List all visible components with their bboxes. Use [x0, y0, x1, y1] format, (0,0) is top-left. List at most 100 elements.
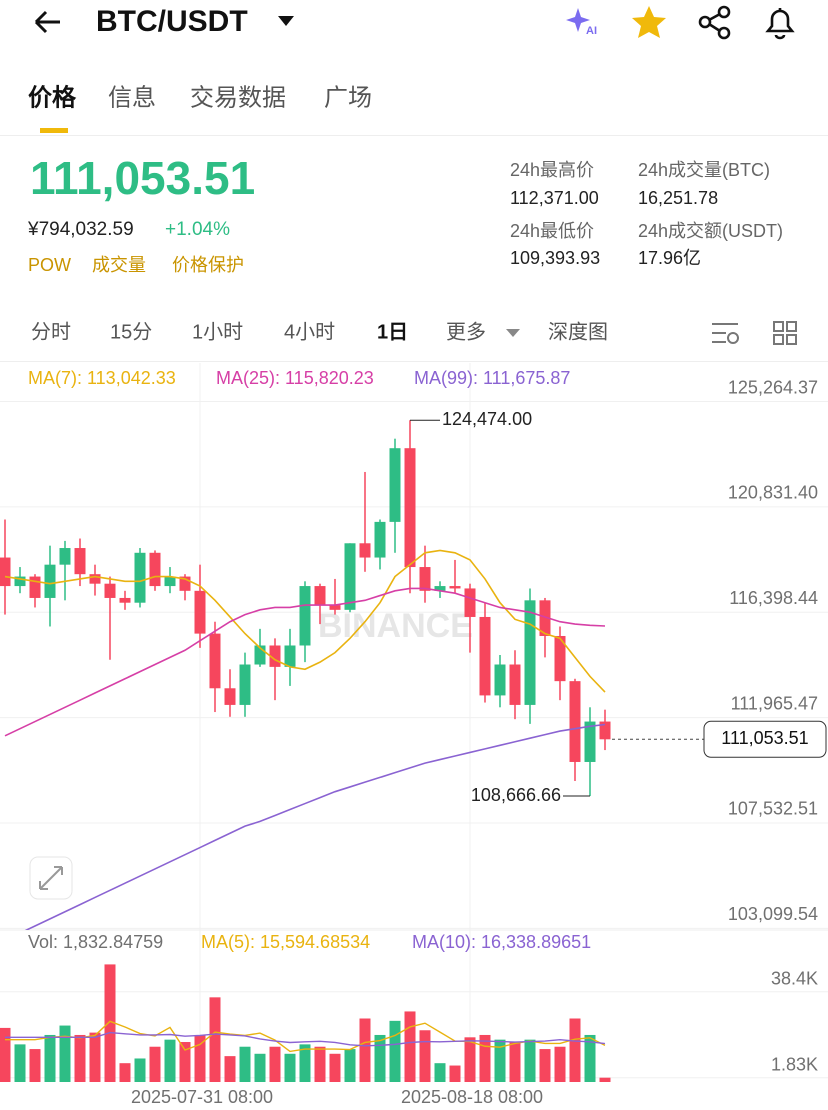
candle-body [119, 597, 131, 603]
annotation-label: 124,474.00 [442, 409, 532, 429]
volume-bar [389, 1020, 401, 1082]
candle-body [314, 586, 326, 606]
y-tick-label: 38.4K [771, 968, 818, 988]
volume-bar [269, 1046, 281, 1082]
volume-bar [29, 1049, 41, 1082]
candle-body [464, 588, 476, 617]
alert-bell[interactable] [765, 8, 795, 40]
volume-bar [479, 1034, 491, 1082]
interval[interactable]: 15分 [110, 320, 152, 343]
stat-value: 109,393.93 [510, 248, 600, 268]
stat-value: 112,371.00 [510, 188, 599, 208]
volume-bar [0, 1027, 11, 1082]
interval[interactable]: 深度图 [548, 320, 608, 343]
indicator-settings[interactable] [712, 323, 739, 344]
candle-body [44, 564, 56, 598]
tab[interactable]: 交易数据 [190, 84, 286, 111]
volume-bar [149, 1046, 161, 1082]
candle-body [0, 557, 11, 587]
candle-body [149, 552, 161, 587]
interval[interactable]: 更多 [446, 320, 486, 343]
stat-label: 24h最低价 [510, 221, 594, 241]
legend-entry: MA(10): 16,338.89651 [412, 932, 591, 952]
volume-bar [104, 964, 116, 1082]
candle-body [29, 576, 41, 598]
candle-body [254, 645, 266, 665]
candle-body [74, 548, 86, 575]
stat-label: 24h最高价 [510, 160, 594, 180]
y-tick-label: 107,532.51 [728, 799, 818, 819]
candle-body [404, 448, 416, 568]
candle-body [239, 664, 251, 705]
volume-bar [599, 1077, 611, 1082]
divider [0, 361, 828, 362]
y-tick-label: 116,398.44 [729, 588, 818, 608]
volume-bar [74, 1034, 86, 1082]
more-dropdown[interactable] [506, 329, 520, 337]
volume-bar [119, 1063, 131, 1082]
stat-value: 17.96亿 [638, 248, 701, 268]
tag[interactable]: 成交量 [92, 255, 146, 275]
interval[interactable]: 4小时 [284, 320, 335, 343]
tab[interactable]: 价格 [28, 84, 77, 111]
volume-bar [494, 1039, 506, 1082]
volume-pane [0, 964, 611, 1082]
y-tick-label: 120,831.40 [728, 483, 818, 503]
volume-bar [524, 1039, 536, 1082]
cny-price: ¥794,032.59 [27, 219, 134, 240]
candle-body [359, 543, 371, 558]
volume-bar [434, 1063, 446, 1082]
candle-body [389, 448, 401, 522]
tab[interactable]: 信息 [108, 84, 156, 111]
tag[interactable]: 价格保护 [172, 255, 244, 275]
tab-underline [40, 128, 68, 133]
legend-entry: Vol: 1,832.84759 [28, 932, 163, 952]
tab[interactable]: 广场 [324, 84, 372, 111]
candle-body [59, 548, 71, 565]
volume-bar [584, 1034, 596, 1082]
candle-body [494, 664, 506, 696]
candle-body [224, 688, 236, 705]
back-button[interactable] [34, 10, 60, 34]
volume-bar [59, 1025, 71, 1082]
expand-button[interactable] [29, 856, 73, 900]
candle-body [419, 567, 431, 591]
candle-body [599, 721, 611, 740]
candle-body [179, 576, 191, 591]
expand-icon [39, 866, 63, 890]
volume-bar [89, 1032, 101, 1082]
volume-bar [194, 1034, 206, 1082]
volume-bar [509, 1042, 521, 1082]
annotation-label: 108,666.66 [471, 785, 561, 805]
x-tick-label: 2025-08-18 08:00 [401, 1087, 543, 1107]
favorite-star[interactable] [632, 6, 666, 38]
share-button[interactable] [698, 5, 731, 40]
volume-bar [284, 1053, 296, 1082]
y-tick-label: 125,264.37 [728, 377, 818, 397]
candle-body [269, 645, 281, 667]
y-tick-label: 103,099.54 [728, 904, 818, 924]
candle-body [539, 600, 551, 636]
volume-bar [314, 1046, 326, 1082]
stat-label: 24h成交额(USDT) [638, 221, 783, 241]
candle-body [134, 552, 146, 603]
interval[interactable]: 分时 [31, 320, 71, 343]
volume-bar [44, 1034, 56, 1082]
layout-toggle[interactable] [773, 321, 797, 345]
tag[interactable]: POW [28, 255, 71, 275]
candle-body [584, 721, 596, 762]
interval[interactable]: 1小时 [192, 320, 243, 343]
candle-body [194, 590, 206, 634]
pair-title[interactable]: BTC/USDT [96, 5, 248, 38]
candle-body [479, 616, 491, 696]
volume-bar [179, 1042, 191, 1082]
volume-bar [449, 1065, 461, 1082]
candle-body [104, 583, 116, 598]
interval[interactable]: 1日 [377, 321, 408, 343]
stat-value: 16,251.78 [638, 188, 718, 208]
pair-dropdown[interactable] [278, 16, 294, 26]
candle-body [449, 586, 461, 589]
candle-body [434, 586, 446, 591]
ai-button[interactable]: AI [566, 8, 597, 37]
